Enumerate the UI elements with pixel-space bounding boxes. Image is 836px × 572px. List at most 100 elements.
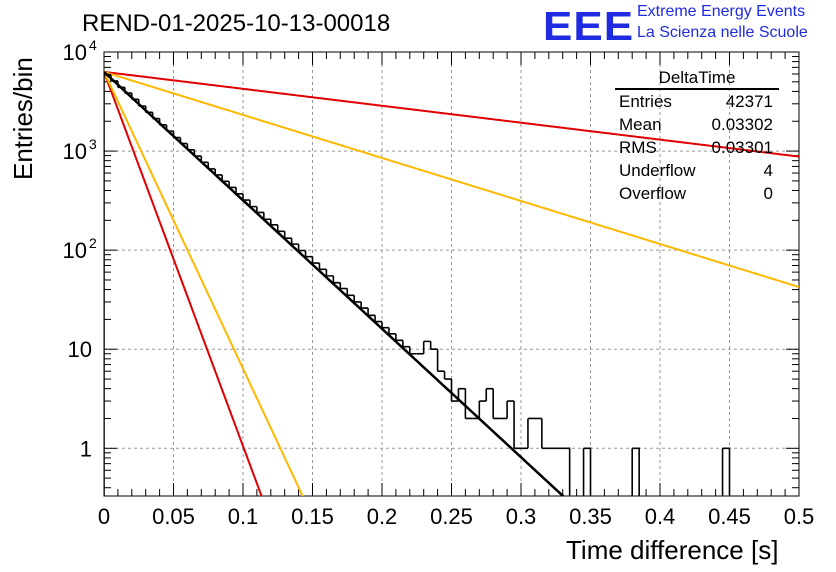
- fit-curve-yellow-steep: [104, 71, 304, 496]
- x-tick-label: 0.45: [708, 504, 751, 529]
- brand-line-2: La Scienza nelle Scuole: [637, 24, 808, 41]
- y-tick-exponent: 3: [89, 136, 97, 152]
- histogram-bin: [283, 231, 292, 239]
- fit-curve-yellow-shallow: [104, 70, 799, 288]
- x-tick-label: 0.1: [228, 504, 259, 529]
- histogram-bin: [353, 295, 362, 303]
- histogram-bin: [117, 80, 125, 89]
- histogram-bin: [464, 388, 473, 420]
- histogram-bin: [409, 346, 417, 355]
- histogram-bin: [186, 143, 195, 151]
- histogram-bin: [443, 371, 452, 380]
- histogram-bin: [492, 388, 501, 420]
- histogram-bin: [165, 124, 174, 132]
- x-tick-label: 0.15: [291, 504, 334, 529]
- histogram-bin: [721, 447, 731, 496]
- histogram-bin: [221, 174, 230, 183]
- histogram-bin: [485, 387, 494, 402]
- histogram-bin: [228, 181, 237, 189]
- histogram-bin: [270, 219, 278, 226]
- y-tick-label: 1: [80, 436, 92, 461]
- stats-row-overflow: Overflow 0: [611, 182, 779, 205]
- stats-row-underflow: Underflow 4: [611, 159, 779, 182]
- histogram-bin: [367, 308, 376, 317]
- stats-value: 0.03301: [711, 138, 773, 157]
- histogram-bin: [332, 275, 341, 284]
- histogram-bin: [158, 118, 167, 126]
- histogram-bin: [429, 341, 438, 351]
- eee-logo: EEE: [543, 4, 635, 50]
- y-axis-label: Entries/bin: [8, 57, 38, 180]
- histogram-bin: [318, 263, 327, 271]
- fit-curve-red-shallow: [104, 70, 799, 158]
- histogram-bin: [290, 238, 299, 245]
- histogram-bin: [256, 206, 264, 214]
- histogram-bin: [137, 99, 146, 107]
- histogram-bin: [582, 447, 592, 496]
- stats-value: 42371: [725, 92, 773, 111]
- run-title: REND-01-2025-10-13-00018: [82, 10, 391, 37]
- histogram-bin: [374, 315, 382, 323]
- histogram-bin: [346, 288, 355, 297]
- histogram-bin: [450, 379, 459, 402]
- x-tick-label: 0.5: [784, 504, 815, 529]
- x-tick-label: 0.05: [152, 504, 195, 529]
- x-tick-label: 0.4: [645, 504, 676, 529]
- x-tick-label: 0.2: [367, 504, 398, 529]
- histogram-bin: [131, 93, 139, 101]
- y-tick-label: 10: [63, 238, 87, 263]
- histogram-bin: [110, 74, 118, 82]
- histogram-bin: [631, 447, 640, 496]
- stats-label: Underflow: [619, 161, 696, 180]
- histogram-bin: [235, 187, 243, 195]
- histogram-bin: [311, 256, 320, 264]
- histogram-bin: [478, 400, 487, 419]
- histogram-bin: [381, 321, 389, 329]
- stats-row-rms: RMS 0.03301: [611, 136, 779, 159]
- y-tick-label: 10: [63, 40, 87, 65]
- histogram-bin: [325, 269, 334, 277]
- histogram-bin: [179, 137, 188, 145]
- histogram-bin: [214, 168, 223, 176]
- histogram-bin: [402, 340, 410, 348]
- x-tick-label: 0: [98, 504, 110, 529]
- stats-label: Mean: [619, 115, 662, 134]
- histogram-bin: [339, 282, 348, 290]
- histogram-bin: [422, 340, 431, 354]
- histogram-bin: [436, 349, 445, 372]
- histogram-bin: [395, 333, 403, 342]
- histogram-bin: [388, 327, 396, 335]
- x-tick-label: 0.3: [506, 504, 537, 529]
- stats-label: Entries: [619, 92, 672, 111]
- stats-row-entries: Entries 42371: [611, 90, 779, 113]
- histogram-bin: [193, 149, 202, 157]
- stats-title: DeltaTime: [615, 68, 779, 90]
- x-tick-label: 0.25: [430, 504, 473, 529]
- histogram-bin: [144, 106, 153, 114]
- histogram-bin: [276, 224, 285, 233]
- histogram-bin: [304, 250, 313, 258]
- y-tick-label: 10: [68, 337, 92, 362]
- histogram-bin: [360, 301, 369, 309]
- histogram-bin: [151, 112, 160, 120]
- histogram-bin: [263, 212, 271, 221]
- histogram-bin: [249, 200, 257, 208]
- fit-curve-red-steep: [104, 71, 263, 496]
- stats-box: DeltaTime Entries 42371 Mean 0.03302 RMS…: [611, 68, 779, 205]
- stats-label: RMS: [619, 138, 657, 157]
- y-tick-label: 10: [63, 139, 87, 164]
- stats-row-mean: Mean 0.03302: [611, 113, 779, 136]
- histogram-bin: [541, 418, 549, 450]
- histogram-bin: [172, 131, 181, 139]
- histogram-bin: [506, 400, 515, 419]
- stats-label: Overflow: [619, 184, 687, 203]
- histogram-bin: [562, 447, 571, 496]
- y-tick-exponent: 4: [89, 37, 97, 53]
- histogram-bin: [104, 73, 111, 496]
- histogram-bin: [200, 156, 209, 164]
- x-axis-label: Time difference [s]: [566, 535, 779, 565]
- stats-value: 4: [763, 161, 773, 180]
- stats-value: 0: [763, 184, 773, 203]
- x-tick-label: 0.35: [569, 504, 612, 529]
